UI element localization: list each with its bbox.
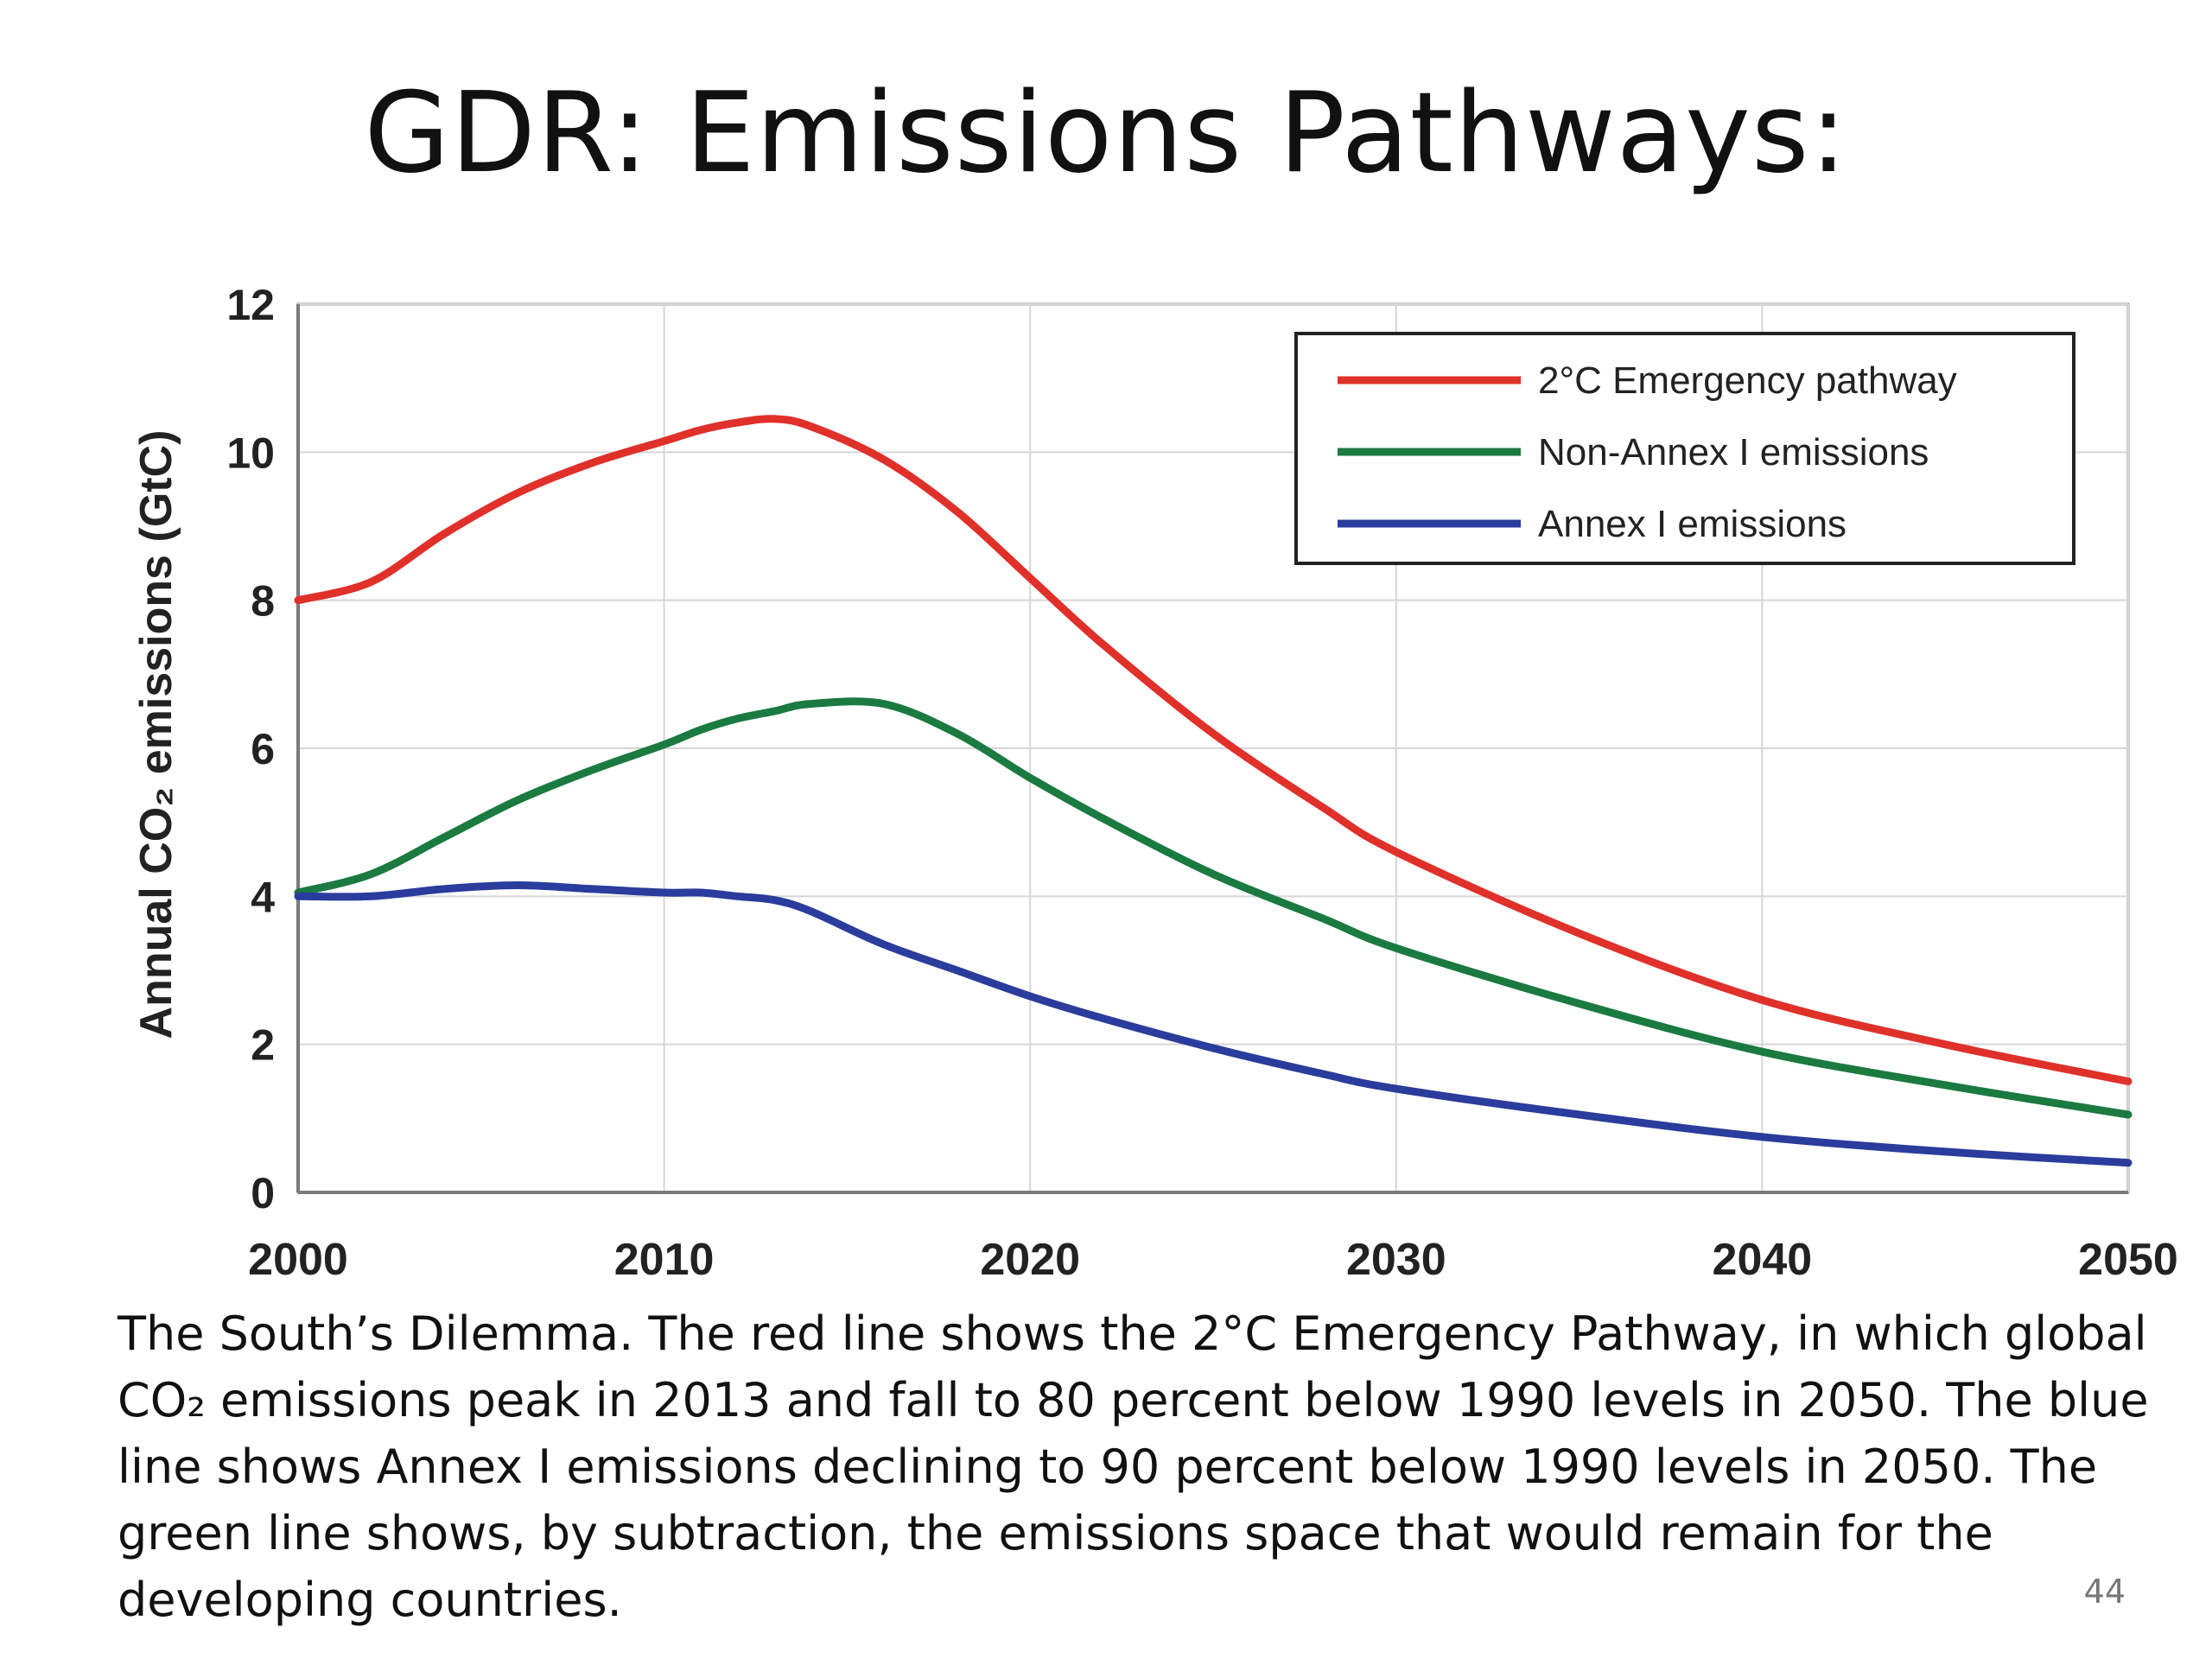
y-tick-label: 0 (251, 1169, 275, 1217)
caption-line: The South’s Dilemma. The red line shows … (118, 1306, 2147, 1361)
y-tick-label: 6 (251, 725, 275, 773)
caption-line: line shows Annex I emissions declining t… (118, 1440, 2098, 1494)
y-tick-labels: 0 2 4 6 8 10 12 (226, 281, 275, 1217)
y-tick-label: 10 (226, 429, 275, 477)
x-tick-label: 2000 (248, 1235, 348, 1285)
emissions-line-chart: 2000 2010 2020 2030 2040 2050 0 2 4 6 8 10 12 Annua… (131, 281, 2178, 1285)
series-line-emergency-pathway (294, 415, 2133, 1085)
x-tick-label: 2020 (980, 1235, 1080, 1285)
x-tick-label: 2030 (1346, 1235, 1446, 1285)
caption-line: green line shows, by subtraction, the em… (118, 1506, 1993, 1560)
y-tick-label: 4 (251, 873, 275, 921)
series-lines (294, 415, 2133, 1167)
y-axis-label: Annual CO₂ emissions (GtC) (131, 430, 181, 1039)
series-line-non-annex-i (294, 697, 2133, 1119)
series-line-annex-i (294, 881, 2133, 1167)
legend-label-non-annex-i: Non-Annex I emissions (1538, 431, 1929, 474)
x-tick-label: 2040 (1713, 1235, 1813, 1285)
legend-label-emergency-pathway: 2°C Emergency pathway (1538, 359, 1957, 402)
caption-line: CO₂ emissions peak in 2013 and fall to 8… (118, 1373, 2149, 1427)
x-tick-labels: 2000 2010 2020 2030 2040 2050 (248, 1235, 2178, 1285)
caption-line: developing countries. (118, 1573, 622, 1627)
legend: 2°C Emergency pathway Non-Annex I emissio… (1294, 332, 2075, 565)
y-tick-label: 8 (251, 577, 275, 626)
page-number: 44 (2083, 1573, 2126, 1611)
legend-label-annex-i: Annex I emissions (1538, 503, 1847, 545)
y-tick-label: 2 (251, 1021, 275, 1070)
x-tick-label: 2010 (614, 1235, 715, 1285)
y-tick-label: 12 (226, 281, 275, 329)
caption: The South’s Dilemma. The red line shows … (118, 1300, 2149, 1633)
slide-title: GDR: Emissions Pathways: (364, 69, 1848, 198)
x-tick-label: 2050 (2078, 1235, 2178, 1285)
